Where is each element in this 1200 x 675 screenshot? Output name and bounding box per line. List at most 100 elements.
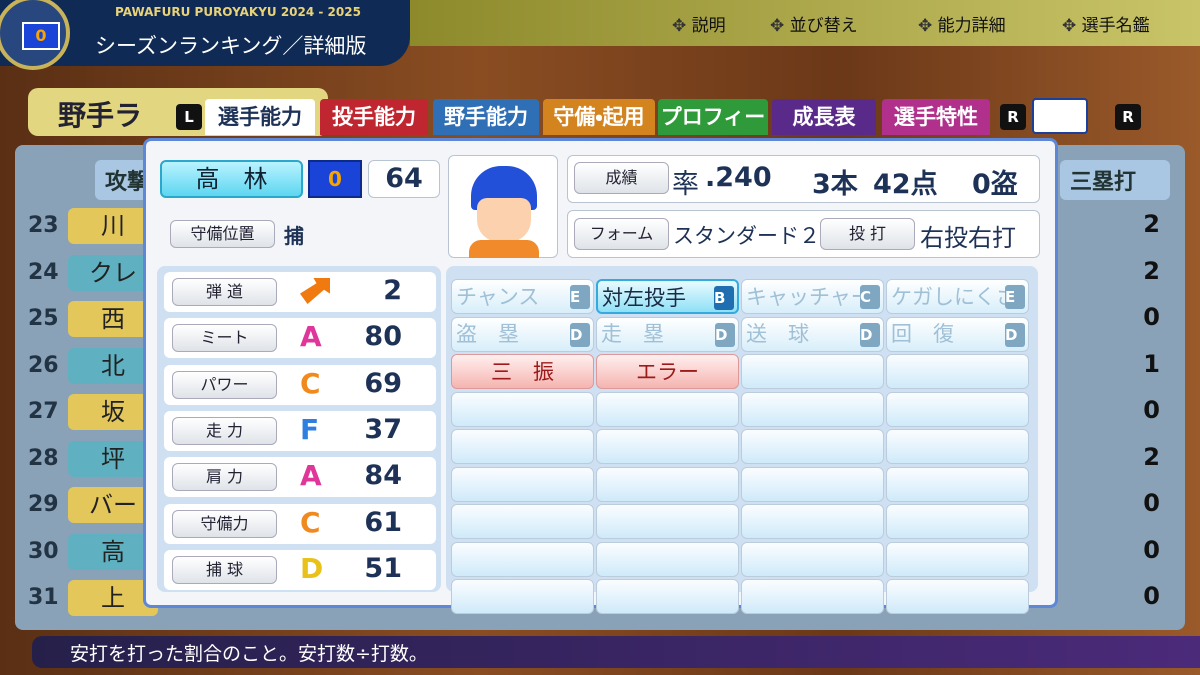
- skill-label: 三 振: [491, 359, 554, 384]
- ability-grade: C: [300, 366, 321, 400]
- skill-label: 走 塁: [601, 322, 664, 346]
- tab[interactable]: 成長表: [772, 99, 876, 135]
- rank: 26: [28, 352, 59, 378]
- rank: 24: [28, 259, 59, 285]
- position-label: 守備位置: [170, 220, 275, 248]
- stat-value: 0: [1143, 396, 1160, 424]
- empty-slot: [451, 541, 594, 577]
- form-button[interactable]: フォーム: [574, 218, 669, 250]
- rank: 23: [28, 213, 59, 238]
- ability-value: 61: [364, 506, 402, 538]
- empty-slot: [596, 541, 739, 577]
- empty-slot: [886, 354, 1029, 389]
- subtitle: PAWAFURU PUROYAKYU 2024 - 2025: [115, 5, 361, 19]
- rank: 29: [28, 492, 59, 517]
- empty-slot: [741, 429, 884, 464]
- avg: .240: [705, 162, 772, 193]
- tab[interactable]: 投手能力: [320, 99, 428, 135]
- skill: ケガしにくさ E: [886, 279, 1029, 314]
- empty-slot: [886, 429, 1029, 464]
- shoulder-button[interactable]: R: [1000, 104, 1026, 130]
- stolen-bases: 0盗: [972, 169, 1018, 200]
- skill-label: チャンス: [456, 284, 540, 309]
- menu-item[interactable]: 説明: [672, 11, 726, 36]
- stat-value: 2: [1143, 256, 1160, 285]
- skill-label: 対左投手: [602, 285, 686, 310]
- tab[interactable]: プロフィール: [658, 99, 768, 165]
- tab[interactable]: 野手能力: [433, 99, 539, 135]
- ability-label: 肩 力: [172, 463, 277, 492]
- overall: 64: [368, 160, 440, 198]
- skill-grade: D: [1005, 322, 1025, 347]
- empty-slot: [741, 466, 884, 502]
- skill: エラー: [596, 354, 739, 389]
- empty-slot: [886, 541, 1029, 577]
- rank: 31: [28, 585, 59, 610]
- empty-slot: [741, 541, 884, 577]
- ability-label: 走 力: [172, 416, 277, 445]
- rank: 28: [28, 445, 59, 471]
- menu-item[interactable]: 能力詳細: [918, 11, 1006, 36]
- stats-button[interactable]: 成績: [574, 162, 669, 194]
- empty-slot: [886, 391, 1029, 427]
- position: 捕: [284, 224, 304, 248]
- menu-item[interactable]: 並び替え: [770, 11, 858, 36]
- ability-value: 2: [383, 275, 402, 306]
- stat-value: 0: [1143, 489, 1160, 517]
- ability-value: 37: [364, 413, 402, 445]
- ability-grade: C: [300, 505, 321, 539]
- ability-value: 84: [364, 460, 402, 492]
- empty-slot: [451, 391, 594, 427]
- tab[interactable]: 守備・起用: [543, 99, 655, 135]
- empty-slot: [596, 504, 739, 539]
- stat-value: 2: [1143, 442, 1160, 471]
- empty-slot: [741, 504, 884, 539]
- empty-slot: [596, 466, 739, 502]
- empty-slot: [451, 504, 594, 539]
- stat-value: 2: [1143, 210, 1160, 238]
- player-number: 0: [308, 160, 362, 198]
- skill-grade: E: [1005, 285, 1025, 309]
- avg-label: 率: [672, 169, 699, 200]
- empty-slot: [596, 391, 739, 427]
- empty-slot: [451, 579, 594, 614]
- stat-value: 1: [1143, 349, 1160, 378]
- empty-slot: [596, 579, 739, 614]
- ability-label: 弾 道: [172, 278, 277, 306]
- skill-grade: D: [570, 322, 590, 347]
- rank: 25: [28, 306, 59, 331]
- skill-grade: B: [714, 286, 734, 310]
- shoulder-button[interactable]: L: [176, 104, 202, 130]
- stat-value: 0: [1143, 303, 1160, 331]
- rank: 27: [28, 399, 59, 424]
- ability-grade: A: [300, 320, 322, 354]
- ability-grade: F: [300, 412, 320, 446]
- ability-label: 捕 球: [172, 555, 277, 584]
- skill-grade: C: [860, 285, 880, 309]
- help-text: 安打を打った割合のこと。安打数÷打数。: [32, 636, 1200, 668]
- ability-grade: A: [300, 459, 322, 493]
- menu-item[interactable]: 選手名鑑: [1062, 11, 1150, 36]
- skill-label: 回 復: [891, 322, 954, 346]
- tab[interactable]: 選手能力: [205, 99, 315, 135]
- player-face: [448, 155, 558, 258]
- skill-label: 送 球: [746, 322, 809, 346]
- skill-label: 盗 塁: [456, 322, 519, 346]
- stat-value: 0: [1143, 535, 1160, 564]
- empty-slot: [741, 391, 884, 427]
- team-logo-small: [1032, 98, 1088, 134]
- shoulder-button[interactable]: R: [1115, 104, 1141, 130]
- form: スタンダード２４: [673, 224, 841, 248]
- skill: 三 振: [451, 354, 594, 389]
- hand-button[interactable]: 投 打: [820, 218, 915, 250]
- hand: 右投右打: [920, 224, 1016, 252]
- tab[interactable]: 選手特性: [882, 99, 990, 135]
- empty-slot: [596, 429, 739, 464]
- team-badge: 0: [22, 22, 60, 50]
- empty-slot: [886, 504, 1029, 539]
- ability-label: 守備力: [172, 509, 277, 538]
